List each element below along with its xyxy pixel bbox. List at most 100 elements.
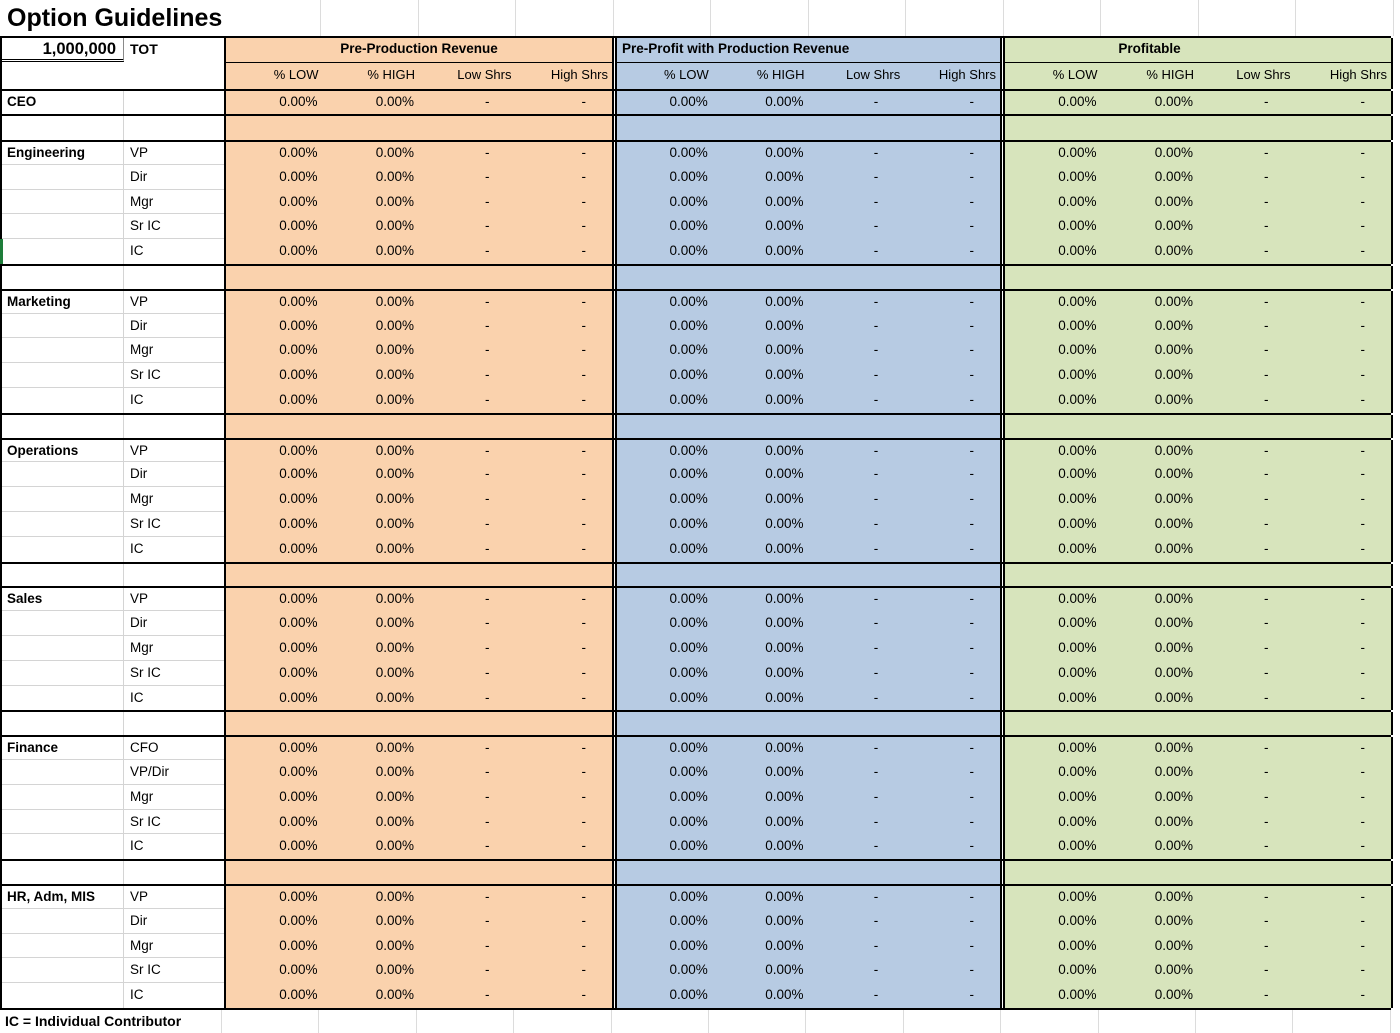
pct-low-cell[interactable]: 0.00% — [1058, 615, 1097, 631]
role-cell[interactable]: Sr IC — [124, 958, 224, 984]
pct-low-cell[interactable]: 0.00% — [669, 243, 708, 259]
department-cell[interactable] — [2, 164, 124, 190]
pct-low-cell[interactable]: 0.00% — [669, 540, 708, 556]
pct-high-cell[interactable]: 0.00% — [375, 962, 414, 978]
pct-high-cell[interactable]: 0.00% — [765, 912, 804, 928]
pct-low-cell[interactable]: 0.00% — [279, 615, 318, 631]
pct-low-cell[interactable]: 0.00% — [669, 442, 708, 458]
low-shrs-cell[interactable]: - — [485, 491, 490, 507]
pct-low-cell[interactable]: 0.00% — [669, 888, 708, 904]
pct-low-cell[interactable]: 0.00% — [279, 168, 318, 184]
pct-low-cell[interactable]: 0.00% — [279, 689, 318, 705]
pct-high-cell[interactable]: 0.00% — [375, 689, 414, 705]
role-cell[interactable]: IC — [130, 987, 144, 1003]
low-shrs-cell[interactable]: - — [485, 937, 490, 953]
pct-low-cell[interactable]: 0.00% — [669, 813, 708, 829]
pct-high-cell[interactable]: 0.00% — [375, 317, 414, 333]
low-shrs-cell[interactable]: - — [1264, 218, 1269, 234]
high-shrs-cell[interactable]: - — [969, 466, 975, 482]
high-shrs-cell[interactable]: - — [969, 740, 975, 756]
pct-high-cell[interactable]: 0.00% — [375, 763, 414, 779]
pct-high-cell[interactable]: 0.00% — [1154, 293, 1193, 309]
pct-low-cell[interactable]: 0.00% — [279, 664, 318, 680]
high-shrs-cell[interactable]: - — [581, 491, 587, 507]
high-shrs-cell[interactable]: - — [581, 342, 587, 358]
high-shrs-cell[interactable]: - — [969, 293, 975, 309]
low-shrs-cell[interactable]: - — [485, 243, 490, 259]
pct-low-cell[interactable]: 0.00% — [1058, 515, 1097, 531]
pct-high-cell[interactable]: 0.00% — [375, 639, 414, 655]
low-shrs-cell[interactable]: - — [873, 813, 879, 829]
high-shrs-cell[interactable]: - — [969, 491, 975, 507]
low-shrs-cell[interactable]: - — [873, 664, 879, 680]
pct-low-cell[interactable]: 0.00% — [279, 243, 318, 259]
grid-cell[interactable] — [417, 1009, 515, 1033]
grid-cell[interactable] — [320, 0, 418, 36]
pct-high-cell[interactable]: 0.00% — [765, 317, 804, 333]
low-shrs-cell[interactable]: - — [1264, 168, 1269, 184]
pct-high-cell[interactable]: 0.00% — [1154, 243, 1193, 259]
high-shrs-cell[interactable]: - — [969, 838, 975, 854]
low-shrs-cell[interactable]: - — [873, 466, 879, 482]
pct-low-cell[interactable]: 0.00% — [669, 145, 708, 160]
role-cell[interactable]: Dir — [124, 165, 224, 190]
pct-high-cell[interactable]: 0.00% — [765, 987, 804, 1003]
department-cell[interactable] — [2, 660, 124, 686]
low-shrs-cell[interactable]: - — [1264, 591, 1269, 607]
low-shrs-cell[interactable]: - — [873, 293, 879, 309]
pct-low-cell[interactable]: 0.00% — [279, 788, 318, 804]
low-shrs-cell[interactable]: - — [485, 664, 490, 680]
pct-high-cell[interactable]: 0.00% — [1154, 367, 1193, 383]
pct-high-cell[interactable]: 0.00% — [1154, 912, 1193, 928]
grid-cell[interactable] — [1196, 1009, 1294, 1033]
high-shrs-cell[interactable]: - — [1360, 788, 1366, 804]
low-shrs-cell[interactable]: - — [1264, 293, 1269, 309]
pct-high-cell[interactable]: 0.00% — [1154, 442, 1193, 458]
grid-cell[interactable] — [612, 0, 711, 36]
pct-high-cell[interactable]: 0.00% — [375, 243, 414, 259]
department-cell[interactable] — [2, 536, 124, 562]
low-shrs-cell[interactable]: - — [873, 193, 879, 209]
low-shrs-cell[interactable]: - — [1264, 615, 1269, 631]
low-shrs-cell[interactable]: - — [485, 391, 490, 407]
role-cell[interactable]: IC — [130, 540, 144, 556]
pct-high-cell[interactable]: 0.00% — [375, 442, 414, 458]
low-shrs-cell[interactable]: - — [873, 937, 879, 953]
low-shrs-cell[interactable]: - — [873, 763, 879, 779]
grid-cell[interactable] — [1197, 0, 1296, 36]
department-cell[interactable] — [2, 511, 124, 537]
low-shrs-cell[interactable]: - — [485, 639, 490, 655]
department-cell[interactable] — [2, 685, 124, 711]
low-shrs-cell[interactable]: - — [1264, 94, 1269, 109]
low-shrs-cell[interactable]: - — [1264, 317, 1269, 333]
pct-high-cell[interactable]: 0.00% — [765, 168, 804, 184]
pct-high-cell[interactable]: 0.00% — [375, 342, 414, 358]
pct-high-cell[interactable]: 0.00% — [765, 145, 804, 160]
pct-high-cell[interactable]: 0.00% — [375, 888, 414, 904]
pct-high-cell[interactable]: 0.00% — [375, 293, 414, 309]
high-shrs-cell[interactable]: - — [581, 962, 587, 978]
high-shrs-cell[interactable]: - — [969, 813, 975, 829]
grid-cell[interactable] — [417, 0, 516, 36]
low-shrs-cell[interactable]: - — [485, 94, 490, 109]
grid-cell[interactable] — [1295, 0, 1393, 36]
pct-high-cell[interactable]: 0.00% — [765, 293, 804, 309]
low-shrs-cell[interactable]: - — [873, 689, 879, 705]
pct-high-cell[interactable]: 0.00% — [765, 342, 804, 358]
grid-cell[interactable] — [1293, 1009, 1391, 1033]
col-header-low-shrs[interactable]: Low Shrs — [457, 67, 512, 82]
low-shrs-cell[interactable]: - — [485, 168, 490, 184]
role-cell[interactable]: Sr IC — [124, 214, 224, 240]
low-shrs-cell[interactable]: - — [485, 218, 490, 234]
pct-low-cell[interactable]: 0.00% — [1058, 540, 1097, 556]
empty-cell[interactable] — [124, 861, 224, 884]
pct-low-cell[interactable]: 0.00% — [279, 813, 318, 829]
col-header-high-shrs[interactable]: High Shrs — [1329, 67, 1387, 82]
high-shrs-cell[interactable]: - — [1360, 342, 1366, 358]
department-cell[interactable]: Operations — [2, 439, 124, 463]
role-cell[interactable]: VP — [124, 440, 224, 463]
col-header-high-shrs[interactable]: High Shrs — [550, 67, 608, 82]
low-shrs-cell[interactable]: - — [873, 615, 879, 631]
pct-low-cell[interactable]: 0.00% — [279, 540, 318, 556]
pct-low-cell[interactable]: 0.00% — [1058, 912, 1097, 928]
